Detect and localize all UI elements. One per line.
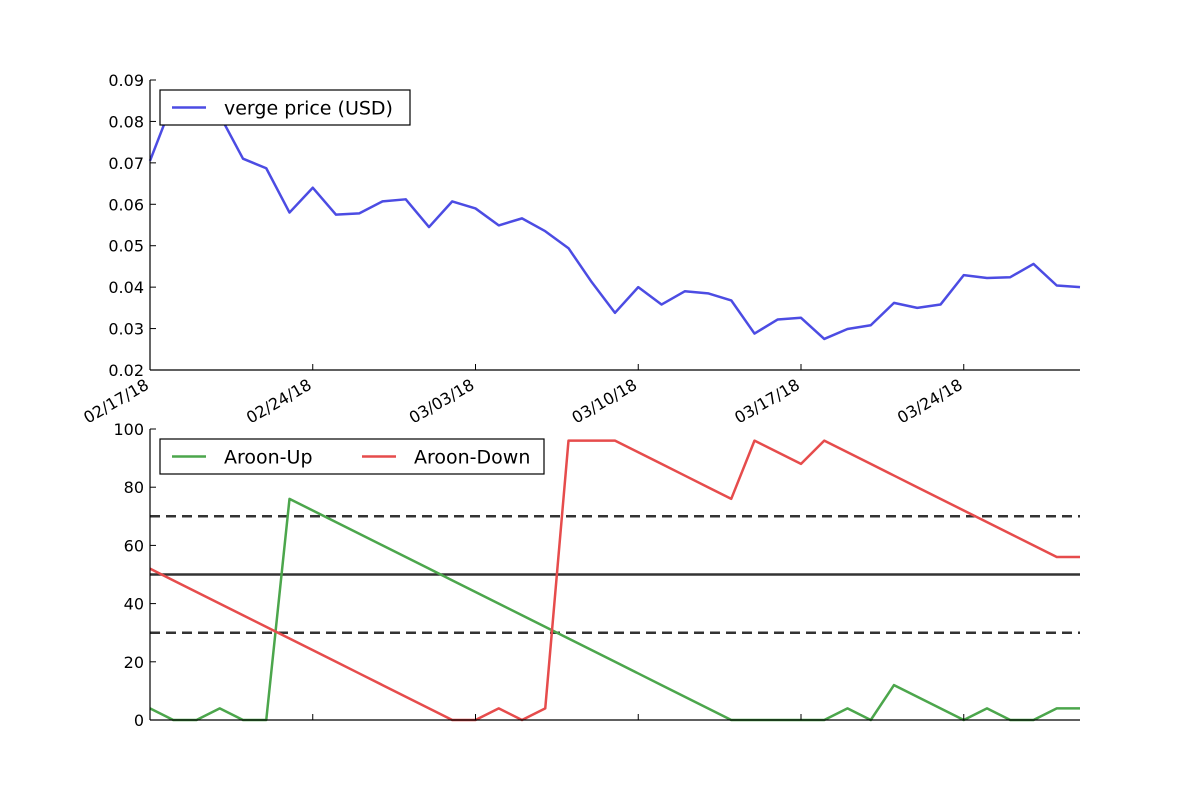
y-tick-label: 0.06: [108, 195, 144, 214]
y-tick-label: 0.02: [108, 361, 144, 380]
y-tick-label: 100: [113, 420, 144, 439]
series-line-aroon-up: [149, 497, 1080, 722]
series-line-verge-price-usd: [148, 99, 1081, 341]
legend: verge price (USD): [159, 89, 411, 126]
x-tick-label: 03/10/18: [569, 375, 641, 427]
y-tick-label: 0: [134, 711, 144, 730]
y-tick-label: 0.09: [108, 71, 144, 90]
y-tick-label: 0.03: [108, 320, 144, 339]
series-line-aroon-down: [149, 439, 1080, 722]
x-tick-label: 03/17/18: [731, 375, 803, 427]
price-chart: 0.020.030.040.050.060.070.080.0902/17/18…: [80, 71, 1081, 427]
legend-label-verge-price-usd: verge price (USD): [224, 98, 393, 120]
legend: Aroon-Up Aroon-Down: [159, 438, 545, 475]
y-tick-label: 60: [124, 536, 144, 555]
y-tick-label: 20: [124, 653, 144, 672]
y-tick-label: 0.04: [108, 278, 144, 297]
y-tick-label: 0.07: [108, 154, 144, 173]
y-tick-label: 0.08: [108, 112, 144, 131]
y-tick-label: 40: [124, 595, 144, 614]
legend-label-aroon-up: Aroon-Up: [224, 447, 313, 469]
x-tick-label: 03/24/18: [894, 375, 966, 427]
y-tick-label: 80: [124, 478, 144, 497]
x-tick-label: 03/03/18: [406, 375, 478, 427]
legend-label-aroon-down: Aroon-Down: [414, 447, 530, 469]
legend-box: [159, 438, 545, 475]
aroon-chart: 0 20 40 60 80 100 Aroon-Up Aroon-Down: [113, 420, 1080, 730]
x-tick-label: 02/24/18: [243, 375, 315, 427]
y-tick-label: 0.05: [108, 237, 144, 256]
